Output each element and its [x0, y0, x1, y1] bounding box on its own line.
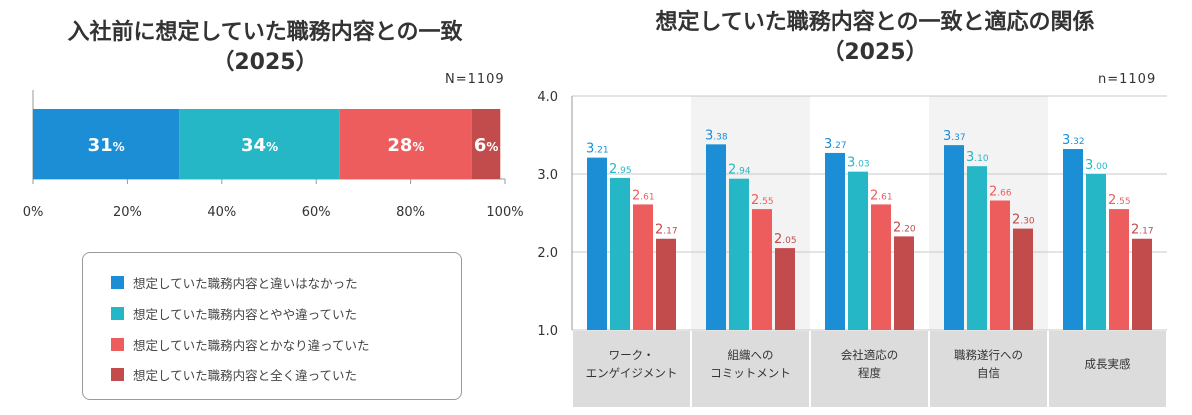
category-label: 職務遂行への	[954, 348, 1023, 362]
y-tick-label: 4.0	[537, 90, 558, 105]
left-chart-subtitle: （2025）	[212, 50, 318, 75]
bar-value-label: 3.32	[1062, 133, 1085, 148]
category-label-box	[930, 331, 1047, 407]
x-tick-label: 100%	[486, 205, 523, 220]
bar-value-label: 3.00	[1085, 158, 1108, 173]
left-sample-size: N=1109	[445, 72, 505, 87]
bar	[967, 166, 987, 330]
legend: 想定していた職務内容と違いはなかった 想定していた職務内容とやや違っていた 想定…	[82, 252, 462, 400]
bar-value-label: 3.38	[705, 128, 728, 143]
category-label: エンゲイジメント	[586, 366, 678, 380]
x-tick-label: 80%	[396, 205, 425, 220]
bar-value-label: 2.30	[1012, 213, 1035, 228]
x-tick-label: 0%	[23, 205, 44, 220]
right-chart-title-text: 想定していた職務内容との一致と適応の関係	[655, 10, 1095, 35]
bar	[825, 152, 845, 330]
category-label-box	[811, 331, 928, 407]
left-chart-title-text: 入社前に想定していた職務内容との一致	[67, 20, 463, 45]
bar	[1086, 174, 1106, 330]
x-tick-label: 20%	[113, 205, 142, 220]
legend-swatch	[111, 367, 124, 381]
bar	[990, 200, 1010, 330]
bar	[706, 144, 726, 330]
segment-value-label: 31%	[88, 135, 125, 156]
segment-value-label: 6%	[474, 135, 499, 156]
category-label: 程度	[858, 366, 881, 380]
bar	[871, 204, 891, 330]
category-label-box	[1049, 331, 1166, 407]
bar-value-label: 3.10	[966, 150, 989, 165]
bar-value-label: 3.27	[824, 137, 847, 152]
category-label-box	[573, 331, 690, 407]
bar-value-label: 2.55	[751, 193, 774, 208]
x-tick-label: 60%	[302, 205, 331, 220]
bar-value-label: 3.37	[943, 129, 966, 144]
bar	[656, 238, 676, 330]
legend-label: 想定していた職務内容とかなり違っていた	[133, 337, 370, 353]
left-chart-title: 入社前に想定していた職務内容との一致 （2025）	[10, 18, 520, 78]
category-label: ワーク・	[609, 348, 655, 362]
bar-value-label: 2.05	[774, 232, 797, 247]
legend-swatch	[111, 337, 124, 351]
bar	[775, 248, 795, 330]
stacked-bar-segment	[179, 109, 340, 179]
grouped-bar-chart: 1.02.03.04.03.212.952.612.17ワーク・エンゲイジメント…	[537, 90, 1167, 407]
legend-swatch	[111, 275, 124, 289]
bar	[752, 209, 772, 330]
y-tick-label: 1.0	[537, 324, 558, 339]
category-label: 会社適応の	[841, 348, 899, 362]
y-tick-label: 3.0	[537, 168, 558, 183]
bar-value-label: 2.17	[655, 223, 678, 238]
y-tick-label: 2.0	[537, 246, 558, 261]
bar	[610, 177, 630, 330]
bar	[894, 236, 914, 330]
right-sample-size: n=1109	[1098, 72, 1157, 87]
segment-value-label: 34%	[241, 135, 278, 156]
category-label: コミットメント	[710, 366, 791, 380]
legend-item: 想定していた職務内容とかなり違っていた	[111, 335, 370, 353]
bar	[944, 145, 964, 330]
bar-value-label: 2.61	[632, 188, 655, 203]
legend-item: 想定していた職務内容と全く違っていた	[111, 365, 357, 383]
category-label: 組織への	[728, 348, 774, 362]
legend-label: 想定していた職務内容と全く違っていた	[133, 367, 358, 383]
bar	[1013, 228, 1033, 330]
bar	[1132, 238, 1152, 330]
right-chart-title: 想定していた職務内容との一致と適応の関係 （2025）	[560, 8, 1190, 68]
legend-swatch	[111, 306, 124, 320]
legend-item: 想定していた職務内容とやや違っていた	[111, 304, 357, 322]
bar	[848, 171, 868, 330]
legend-item: 想定していた職務内容と違いはなかった	[111, 273, 358, 291]
bar-value-label: 2.20	[893, 220, 916, 235]
bar-value-label: 2.95	[609, 162, 632, 177]
bar-value-label: 2.55	[1108, 193, 1131, 208]
bar	[1063, 149, 1083, 330]
stacked-bar-chart: 0% 20% 40% 60% 80% 100% 31% 34% 28% 6%	[23, 90, 524, 220]
category-label-box	[692, 331, 809, 407]
bar-value-label: 2.17	[1131, 223, 1154, 238]
legend-label: 想定していた職務内容とやや違っていた	[133, 306, 358, 322]
bar-value-label: 3.03	[847, 156, 870, 171]
right-chart-subtitle: （2025）	[822, 40, 928, 65]
bar	[1109, 209, 1129, 330]
bar	[633, 204, 653, 330]
bar-value-label: 2.94	[728, 163, 751, 178]
stacked-bar-segment	[33, 109, 180, 179]
stacked-bar-segment	[471, 109, 501, 179]
category-label: 成長実感	[1085, 357, 1131, 371]
legend-label: 想定していた職務内容と違いはなかった	[133, 275, 358, 291]
segment-value-label: 28%	[387, 135, 424, 156]
category-label: 自信	[977, 366, 1000, 380]
bar	[729, 178, 749, 330]
stacked-bar-segment	[339, 109, 472, 179]
bar-value-label: 2.66	[989, 185, 1012, 200]
bar-value-label: 3.21	[586, 142, 609, 157]
bar	[587, 157, 607, 330]
bar-value-label: 2.61	[870, 188, 893, 203]
x-tick-label: 40%	[207, 205, 236, 220]
